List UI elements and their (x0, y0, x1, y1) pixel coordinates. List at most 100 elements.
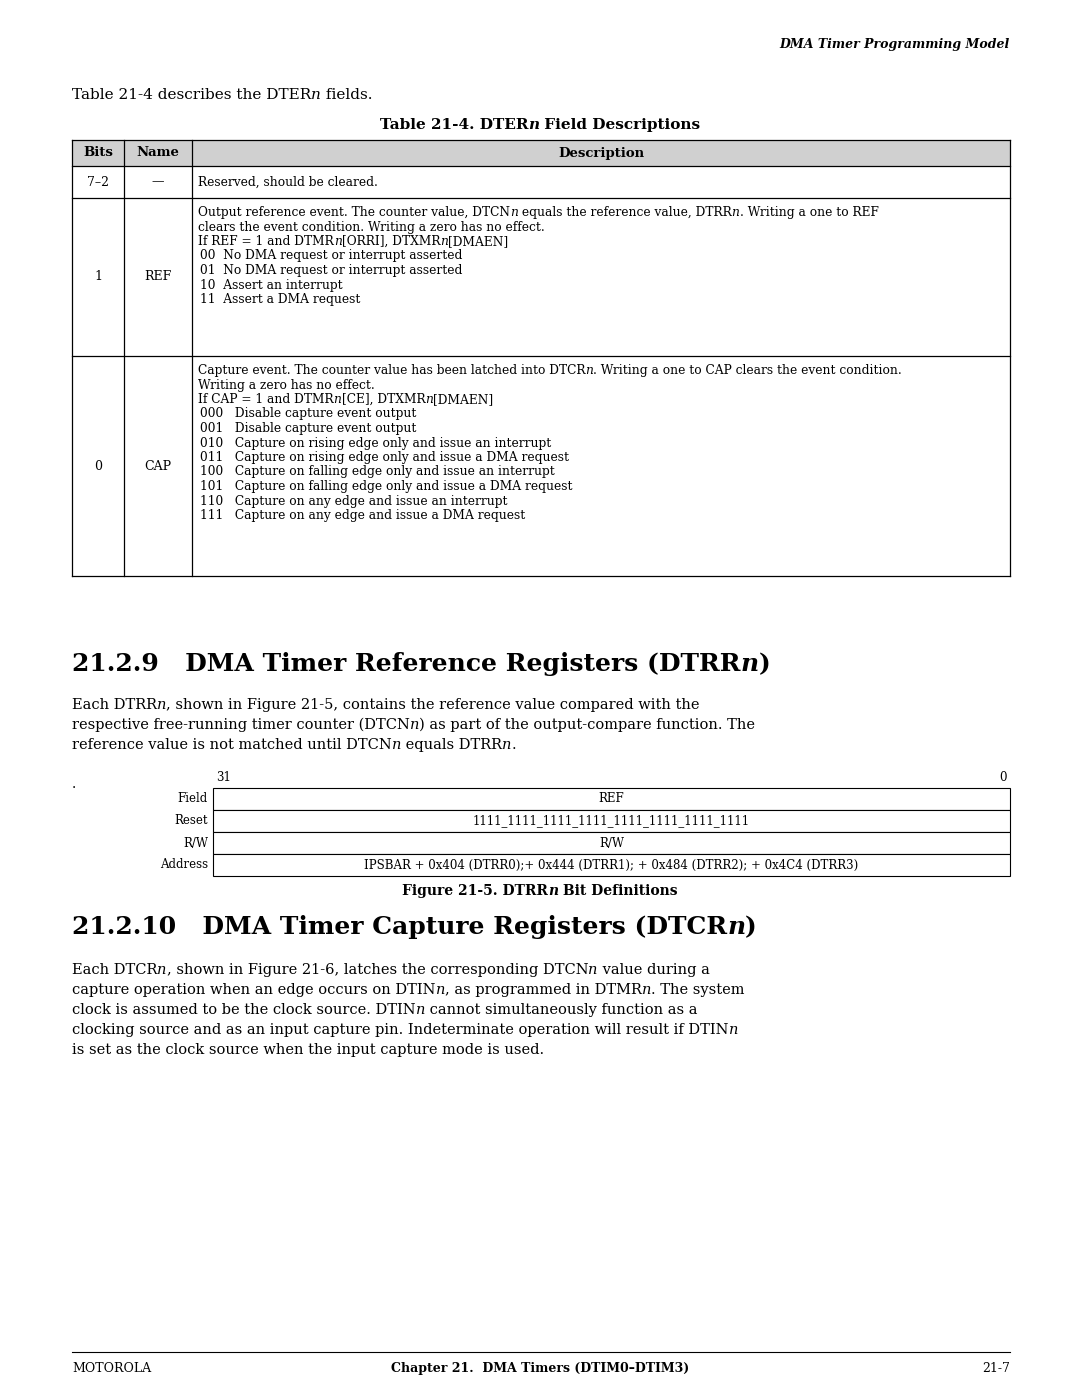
Text: If REF = 1 and DTMR: If REF = 1 and DTMR (198, 235, 334, 249)
Text: 011   Capture on rising edge only and issue a DMA request: 011 Capture on rising edge only and issu… (200, 451, 569, 464)
Text: , as programmed in DTMR: , as programmed in DTMR (445, 983, 642, 997)
Text: .: . (512, 738, 516, 752)
Text: 010   Capture on rising edge only and issue an interrupt: 010 Capture on rising edge only and issu… (200, 436, 551, 450)
Bar (213, 854, 1010, 876)
Text: Table 21-4 describes the DTER: Table 21-4 describes the DTER (72, 88, 311, 102)
Text: n: n (510, 205, 518, 219)
Text: 7–2: 7–2 (87, 176, 109, 189)
Text: DMA Timer Programming Model: DMA Timer Programming Model (780, 38, 1010, 52)
Text: .: . (72, 777, 77, 791)
Text: n: n (157, 698, 166, 712)
Text: Reserved, should be cleared.: Reserved, should be cleared. (198, 176, 378, 189)
Text: Field: Field (178, 792, 208, 806)
Text: cannot simultaneously function as a: cannot simultaneously function as a (426, 1003, 698, 1017)
Text: Capture event. The counter value has been latched into DTCR: Capture event. The counter value has bee… (198, 365, 585, 377)
Text: Each DTRR: Each DTRR (72, 698, 157, 712)
Text: fields.: fields. (321, 88, 373, 102)
Text: 21-7: 21-7 (982, 1362, 1010, 1375)
Text: n: n (642, 983, 651, 997)
Text: . The system: . The system (651, 983, 744, 997)
Text: 01  No DMA request or interrupt asserted: 01 No DMA request or interrupt asserted (200, 264, 462, 277)
Text: 101   Capture on falling edge only and issue a DMA request: 101 Capture on falling edge only and iss… (200, 481, 572, 493)
Text: CAP: CAP (145, 460, 172, 472)
Text: Field Descriptions: Field Descriptions (539, 117, 700, 131)
Text: 21.2.9   DMA Timer Reference Registers (DTRR: 21.2.9 DMA Timer Reference Registers (DT… (72, 652, 741, 676)
Text: If CAP = 1 and DTMR: If CAP = 1 and DTMR (198, 393, 334, 407)
Text: REF: REF (145, 271, 172, 284)
Text: Chapter 21.  DMA Timers (DTIM0–DTIM3): Chapter 21. DMA Timers (DTIM0–DTIM3) (391, 1362, 689, 1375)
Text: [DMAEN]: [DMAEN] (433, 393, 494, 407)
Text: n: n (311, 88, 321, 102)
Text: equals DTRR: equals DTRR (401, 738, 502, 752)
Text: n: n (589, 963, 597, 977)
Text: 21.2.10   DMA Timer Capture Registers (DTCR: 21.2.10 DMA Timer Capture Registers (DTC… (72, 915, 727, 939)
Text: Name: Name (136, 147, 179, 159)
Text: is set as the clock source when the input capture mode is used.: is set as the clock source when the inpu… (72, 1044, 544, 1058)
Text: n: n (502, 738, 512, 752)
Bar (213, 833, 1010, 854)
Text: capture operation when an edge occurs on DTIN: capture operation when an edge occurs on… (72, 983, 435, 997)
Text: Writing a zero has no effect.: Writing a zero has no effect. (198, 379, 375, 391)
Bar (72, 140, 1010, 166)
Text: respective free-running timer counter (DTCN: respective free-running timer counter (D… (72, 718, 410, 732)
Text: IPSBAR + 0x404 (DTRR0);+ 0x444 (DTRR1); + 0x484 (DTRR2); + 0x4C4 (DTRR3): IPSBAR + 0x404 (DTRR0);+ 0x444 (DTRR1); … (364, 859, 859, 872)
Text: R/W: R/W (183, 837, 208, 849)
Text: n: n (731, 205, 740, 219)
Text: 100   Capture on falling edge only and issue an interrupt: 100 Capture on falling edge only and iss… (200, 465, 555, 479)
Text: Bit Definitions: Bit Definitions (558, 884, 678, 898)
Text: 1111_1111_1111_1111_1111_1111_1111_1111: 1111_1111_1111_1111_1111_1111_1111_1111 (473, 814, 751, 827)
Text: Bits: Bits (83, 147, 113, 159)
Text: MOTOROLA: MOTOROLA (72, 1362, 151, 1375)
Text: , shown in Figure 21-5, contains the reference value compared with the: , shown in Figure 21-5, contains the ref… (166, 698, 700, 712)
Text: Address: Address (160, 859, 208, 872)
Text: [CE], DTXMR: [CE], DTXMR (341, 393, 426, 407)
Text: . Writing a one to CAP clears the event condition.: . Writing a one to CAP clears the event … (593, 365, 902, 377)
Text: Description: Description (558, 147, 644, 159)
Text: ): ) (758, 652, 770, 676)
Text: n: n (426, 393, 433, 407)
Text: value during a: value during a (597, 963, 710, 977)
Text: n: n (392, 738, 401, 752)
Text: clocking source and as an input capture pin. Indeterminate operation will result: clocking source and as an input capture … (72, 1023, 729, 1037)
Text: 00  No DMA request or interrupt asserted: 00 No DMA request or interrupt asserted (200, 250, 462, 263)
Text: [ORRI], DTXMR: [ORRI], DTXMR (341, 235, 441, 249)
Text: . Writing a one to REF: . Writing a one to REF (740, 205, 878, 219)
Text: Each DTCR: Each DTCR (72, 963, 158, 977)
Text: n: n (334, 235, 341, 249)
Text: 000   Disable capture event output: 000 Disable capture event output (200, 408, 417, 420)
Text: ) as part of the output-compare function. The: ) as part of the output-compare function… (419, 718, 755, 732)
Text: 11  Assert a DMA request: 11 Assert a DMA request (200, 293, 361, 306)
Text: 111   Capture on any edge and issue a DMA request: 111 Capture on any edge and issue a DMA … (200, 509, 525, 522)
Text: 10  Assert an interrupt: 10 Assert an interrupt (200, 278, 342, 292)
Text: 31: 31 (216, 771, 231, 784)
Text: n: n (585, 365, 593, 377)
Text: ): ) (745, 915, 757, 939)
Text: n: n (441, 235, 448, 249)
Text: 0: 0 (999, 771, 1007, 784)
Text: , shown in Figure 21-6, latches the corresponding DTCN: , shown in Figure 21-6, latches the corr… (166, 963, 589, 977)
Text: n: n (410, 718, 419, 732)
Text: clears the event condition. Writing a zero has no effect.: clears the event condition. Writing a ze… (198, 221, 544, 233)
Text: n: n (548, 884, 558, 898)
Text: equals the reference value, DTRR: equals the reference value, DTRR (518, 205, 731, 219)
Text: 0: 0 (94, 460, 102, 472)
Text: n: n (435, 983, 445, 997)
Text: [DMAEN]: [DMAEN] (448, 235, 508, 249)
Text: 110   Capture on any edge and issue an interrupt: 110 Capture on any edge and issue an int… (200, 495, 508, 507)
Text: n: n (528, 117, 539, 131)
Text: Output reference event. The counter value, DTCN: Output reference event. The counter valu… (198, 205, 510, 219)
Text: n: n (334, 393, 341, 407)
Text: n: n (727, 915, 745, 939)
Text: Figure 21-5. DTRR: Figure 21-5. DTRR (402, 884, 548, 898)
Text: n: n (729, 1023, 738, 1037)
Text: 1: 1 (94, 271, 102, 284)
Text: n: n (158, 963, 166, 977)
Text: REF: REF (598, 792, 624, 806)
Text: n: n (416, 1003, 426, 1017)
Text: —: — (152, 176, 164, 189)
Bar (213, 788, 1010, 810)
Text: n: n (741, 652, 758, 676)
Text: 001   Disable capture event output: 001 Disable capture event output (200, 422, 417, 434)
Text: R/W: R/W (599, 837, 624, 849)
Text: Reset: Reset (175, 814, 208, 827)
